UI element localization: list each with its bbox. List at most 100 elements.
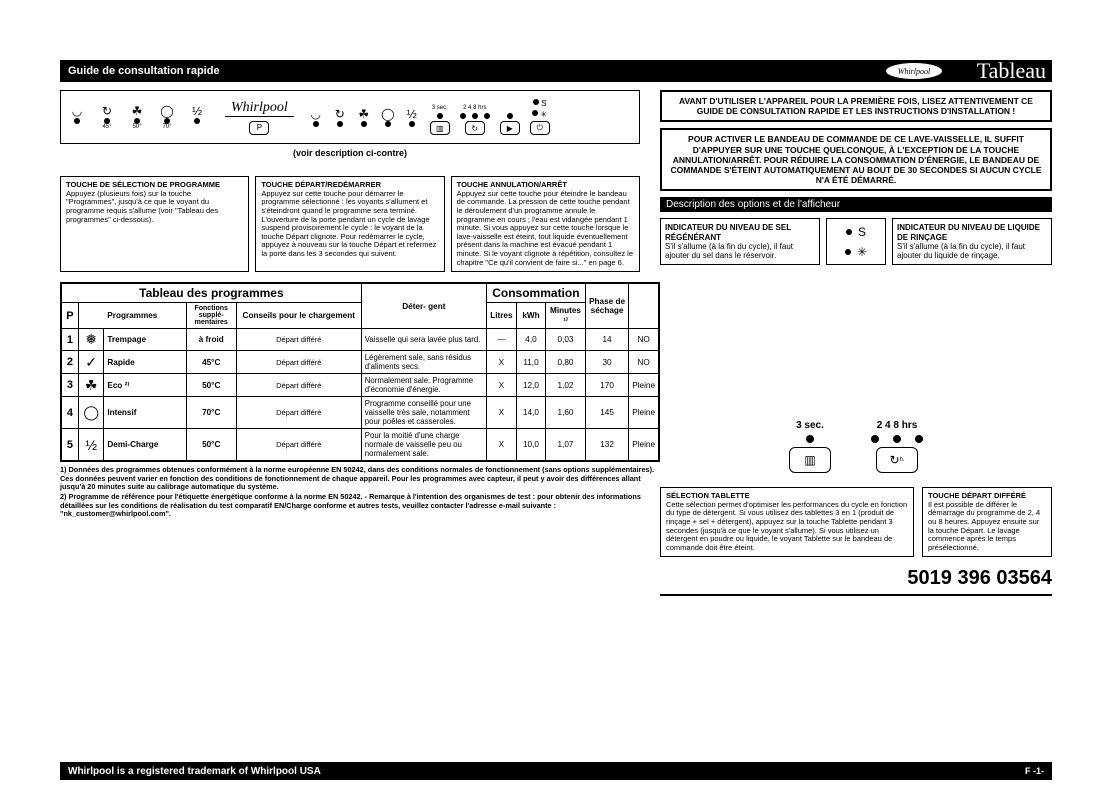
p-button: P (249, 121, 269, 135)
salt-indicator-title: INDICATEUR DU NIVEAU DE SEL RÉGÉNÉRANT (665, 223, 815, 241)
callout-program-select: TOUCHE DE SÉLECTION DE PROGRAMME Appuyez… (60, 176, 249, 272)
row-kwh: 1,60 (546, 397, 586, 429)
tablet-selection-box: SÉLECTION TABLETTE Cette sélection perme… (660, 487, 914, 557)
row-litres: 11,0 (516, 351, 545, 374)
row-advice: Pour la moitié d'une charge normale de v… (361, 429, 486, 462)
row-func: Départ différé (236, 329, 361, 351)
row-litres: 4,0 (516, 329, 545, 351)
table-title-consumption: Consommation (486, 283, 585, 303)
delay-hours-label: 2 4 8 hrs (463, 105, 486, 111)
start-button-icon: ▶ (500, 121, 520, 135)
control-panel-illustration: ◡ ↻45° ☘50° ◯70° ½ Whirlpool P ◡ ↻ ☘ ◯ ½… (60, 90, 640, 144)
th-minutes: Minutes ¹⁾ (546, 303, 586, 329)
row-advice: Normalement sale. Programme d'économie d… (361, 374, 486, 397)
rinse-small-icon: ✳ (540, 110, 547, 119)
row-icon: ☘ (78, 374, 103, 397)
phase-rinse-icon: ☘ (356, 107, 372, 121)
row-temp: 50°C (186, 374, 236, 397)
row-icon: ◯ (78, 397, 103, 429)
page-number: F -1- (1025, 766, 1044, 776)
row-advice: Légèrement sale, sans résidus d'aliments… (361, 351, 486, 374)
th-detergent: Déter- gent (361, 283, 486, 329)
phase-dry-icon: ◯ (380, 107, 396, 121)
row-icon: ❅ (78, 329, 103, 351)
row-temp: 50°C (186, 429, 236, 462)
phase-prewash-icon: ◡ (308, 107, 324, 121)
row-detergent: X (486, 351, 516, 374)
row-detergent: — (486, 329, 516, 351)
tablet-3sec-label: 3 sec. (432, 105, 448, 111)
row-kwh: 1,07 (546, 429, 586, 462)
th-litres: Litres (486, 303, 516, 329)
row-advice: Vaisselle qui sera lavée plus tard. (361, 329, 486, 351)
rinse-star-icon: ✳ (857, 245, 867, 259)
tablet-button-icon: ▥ (430, 121, 450, 135)
row-dry: Pleine (629, 374, 659, 397)
row-dry: Pleine (629, 397, 659, 429)
quick-icon: ↻ (99, 104, 115, 118)
delay-diagram: 3 sec. ▥ 2 4 8 hrs ↻h. (660, 420, 1052, 473)
row-litres: 14,0 (516, 397, 545, 429)
th-p: P (61, 303, 78, 329)
table-row: 3☘Eco ²⁾50°CDépart différéNormalement sa… (61, 374, 659, 397)
row-num: 1 (61, 329, 78, 351)
delay-start-box: TOUCHE DÉPART DIFFÉRÉ Il est possible de… (922, 487, 1052, 557)
pot-icon: ◯ (159, 104, 175, 118)
row-kwh: 1,02 (546, 374, 586, 397)
th-advice: Conseils pour le chargement (236, 303, 361, 329)
diag-hours-label: 2 4 8 hrs (877, 420, 918, 431)
row-name: Demi-Charge (104, 429, 186, 462)
row-dry: Pleine (629, 429, 659, 462)
salt-indicator-body: S'il s'allume (à la fin du cycle), il fa… (665, 242, 815, 260)
options-header-bar: Description des options et de l'afficheu… (660, 197, 1052, 212)
salt-indicator-box: INDICATEUR DU NIVEAU DE SEL RÉGÉNÉRANT S… (660, 218, 820, 265)
row-litres: 12,0 (516, 374, 545, 397)
diag-delay-button-icon: ↻h. (876, 447, 918, 473)
rinse-indicator-body: S'il s'allume (à la fin du cycle), il fa… (897, 242, 1047, 260)
salt-small-icon: S (541, 99, 546, 108)
row-temp: à froid (186, 329, 236, 351)
indicator-icons-box: S ✳ (826, 218, 886, 265)
notice-first-use: AVANT D'UTILISER L'APPAREIL POUR LA PREM… (660, 90, 1052, 122)
table-title-programs: Tableau des programmes (61, 283, 361, 303)
salt-s-icon: S (858, 225, 866, 239)
table-row: 2✓Rapide45°CDépart différéLégèrement sal… (61, 351, 659, 374)
footer-bar: Whirlpool is a registered trademark of W… (60, 762, 1052, 780)
row-detergent: X (486, 429, 516, 462)
tableau-title: Tableau (977, 58, 1046, 84)
row-func: Départ différé (236, 397, 361, 429)
row-name: Trempage (104, 329, 186, 351)
table-row: 5½Demi-Charge50°CDépart différéPour la m… (61, 429, 659, 462)
row-detergent: X (486, 374, 516, 397)
diag-tablet-button-icon: ▥ (789, 447, 831, 473)
row-icon: ✓ (78, 351, 103, 374)
brand-logo-oval: Whirlpool (886, 63, 942, 79)
row-kwh: 0,80 (546, 351, 586, 374)
header-bar: Guide de consultation rapide Whirlpool T… (60, 60, 1052, 82)
diag-3sec-label: 3 sec. (796, 420, 824, 431)
th-functions: Fonctions supplé- mentaires (186, 303, 236, 329)
phase-wash-icon: ↻ (332, 107, 348, 121)
tablet-selection-body: Cette sélection permet d'optimiser les p… (666, 501, 908, 553)
row-min: 132 (585, 429, 628, 462)
th-kwh: kWh (516, 303, 545, 329)
notice-activation: POUR ACTIVER LE BANDEAU DE COMMANDE DE C… (660, 128, 1052, 191)
row-num: 2 (61, 351, 78, 374)
rinse-indicator-box: INDICATEUR DU NIVEAU DE LIQUIDE DE RINÇA… (892, 218, 1052, 265)
part-number-rule (660, 594, 1052, 596)
row-min: 170 (585, 374, 628, 397)
row-litres: 10,0 (516, 429, 545, 462)
row-advice: Programme conseillé pour une vaisselle t… (361, 397, 486, 429)
row-num: 4 (61, 397, 78, 429)
callout-cancel: TOUCHE ANNULATION/ARRÊT Appuyez sur cett… (451, 176, 640, 272)
row-func: Départ différé (236, 429, 361, 462)
row-icon: ½ (78, 429, 103, 462)
row-min: 30 (585, 351, 628, 374)
callout-program-select-body: Appuyez (plusieurs fois) sur la touche "… (66, 190, 243, 225)
temp-45: 45° (99, 124, 115, 130)
delay-button-icon: ↻ (465, 121, 485, 135)
programs-table: Tableau des programmes Déter- gent Conso… (60, 282, 660, 462)
callout-start: TOUCHE DÉPART/REDÉMARRER Appuyez sur cet… (255, 176, 444, 272)
cancel-button-icon: ⏻ (530, 121, 550, 135)
callout-start-body: Appuyez sur cette touche pour démarrer l… (261, 190, 438, 259)
